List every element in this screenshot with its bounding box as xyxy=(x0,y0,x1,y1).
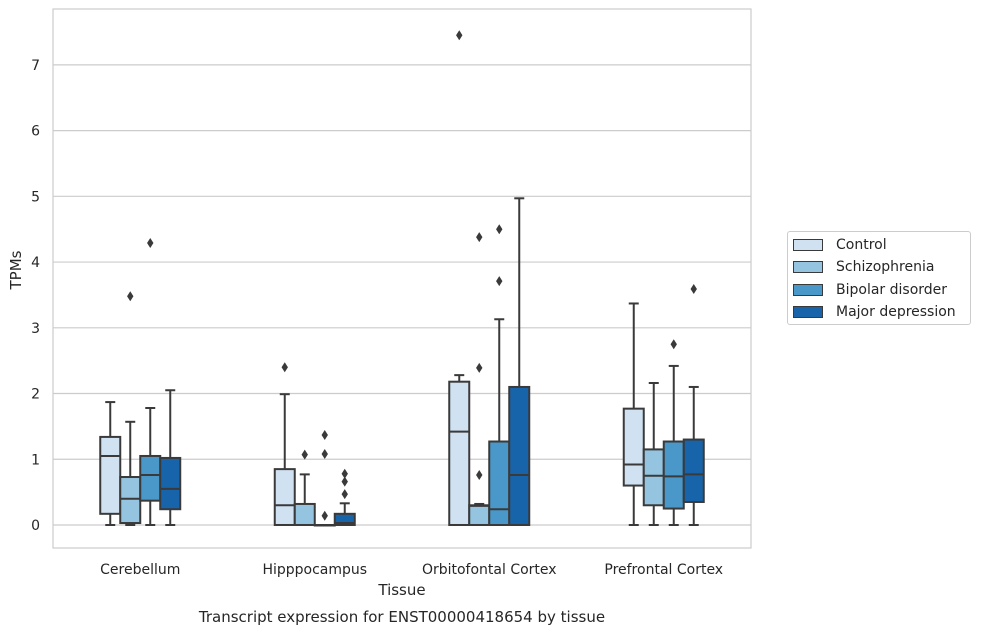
outlier-point xyxy=(341,468,348,479)
y-tick-label: 4 xyxy=(31,255,40,271)
outlier-point xyxy=(341,489,348,500)
outlier-point xyxy=(476,470,483,481)
legend-item-schizophrenia: Schizophrenia xyxy=(793,257,934,277)
legend-label: Schizophrenia xyxy=(836,259,935,275)
legend-swatch xyxy=(793,284,823,296)
box-body xyxy=(119,476,142,525)
legend-item-control: Control xyxy=(793,235,887,255)
legend-item-major-depression: Major depression xyxy=(793,302,956,322)
y-tick-label: 1 xyxy=(31,452,40,468)
legend-swatch xyxy=(793,239,823,251)
box-body xyxy=(488,440,511,526)
legend-swatch xyxy=(793,261,823,273)
box-body xyxy=(508,385,531,526)
outlier-point xyxy=(147,238,154,249)
box-body xyxy=(682,438,705,503)
box-body xyxy=(99,435,122,515)
y-axis-label: TPMs xyxy=(7,250,25,290)
box-body xyxy=(139,454,162,502)
x-tick-label: Cerebellum xyxy=(100,562,180,578)
legend-item-bipolar-disorder: Bipolar disorder xyxy=(793,280,947,300)
box-body xyxy=(293,502,316,526)
y-tick-labels: 0 1 2 3 4 5 6 7 xyxy=(31,58,40,534)
series-control xyxy=(99,30,645,526)
outlier-point xyxy=(496,276,503,287)
box-body xyxy=(642,448,665,507)
box-body xyxy=(468,504,491,526)
outlier-point xyxy=(476,362,483,373)
outlier-point xyxy=(321,429,328,440)
outlier-point xyxy=(456,30,463,41)
y-tick-label: 2 xyxy=(31,387,40,403)
box-body xyxy=(159,456,182,511)
outlier-point xyxy=(496,224,503,235)
y-tick-label: 3 xyxy=(31,321,40,337)
series-major-depression xyxy=(159,197,705,526)
x-tick-label: Prefrontal Cortex xyxy=(604,562,723,578)
outlier-point xyxy=(341,476,348,487)
box-plot-series xyxy=(99,30,705,527)
y-tick-label: 7 xyxy=(31,58,40,74)
x-tick-labels: Cerebellum Hipppocampus Orbitofontal Corte… xyxy=(100,562,723,578)
outlier-point xyxy=(301,449,308,460)
chart-title: Transcript expression for ENST0000041865… xyxy=(198,608,605,626)
y-tick-label: 5 xyxy=(31,189,40,205)
x-axis-label: Tissue xyxy=(377,581,425,599)
outlier-point xyxy=(476,232,483,243)
x-tick-label: Orbitofontal Cortex xyxy=(422,562,557,578)
box-body xyxy=(662,440,685,510)
series-schizophrenia xyxy=(119,232,665,526)
box-body xyxy=(333,512,356,526)
legend-label: Major depression xyxy=(836,304,956,320)
outlier-point xyxy=(281,362,288,373)
outlier-point xyxy=(321,449,328,460)
legend-swatch xyxy=(793,306,823,318)
plot-frame xyxy=(52,8,752,549)
legend-label: Control xyxy=(836,237,887,253)
legend: Control Schizophrenia Bipolar disorder M… xyxy=(787,231,971,325)
box-body xyxy=(448,380,471,526)
legend-label: Bipolar disorder xyxy=(836,282,948,298)
x-tick-label: Hipppocampus xyxy=(262,562,367,578)
outlier-point xyxy=(127,291,134,302)
y-tick-label: 6 xyxy=(31,124,40,140)
y-tick-label: 0 xyxy=(31,518,40,534)
outlier-point xyxy=(670,339,677,350)
outlier-point xyxy=(690,284,697,295)
box-body xyxy=(622,407,645,487)
series-bipolar-disorder xyxy=(139,224,685,527)
box-body xyxy=(273,468,296,526)
outlier-point xyxy=(321,510,328,521)
